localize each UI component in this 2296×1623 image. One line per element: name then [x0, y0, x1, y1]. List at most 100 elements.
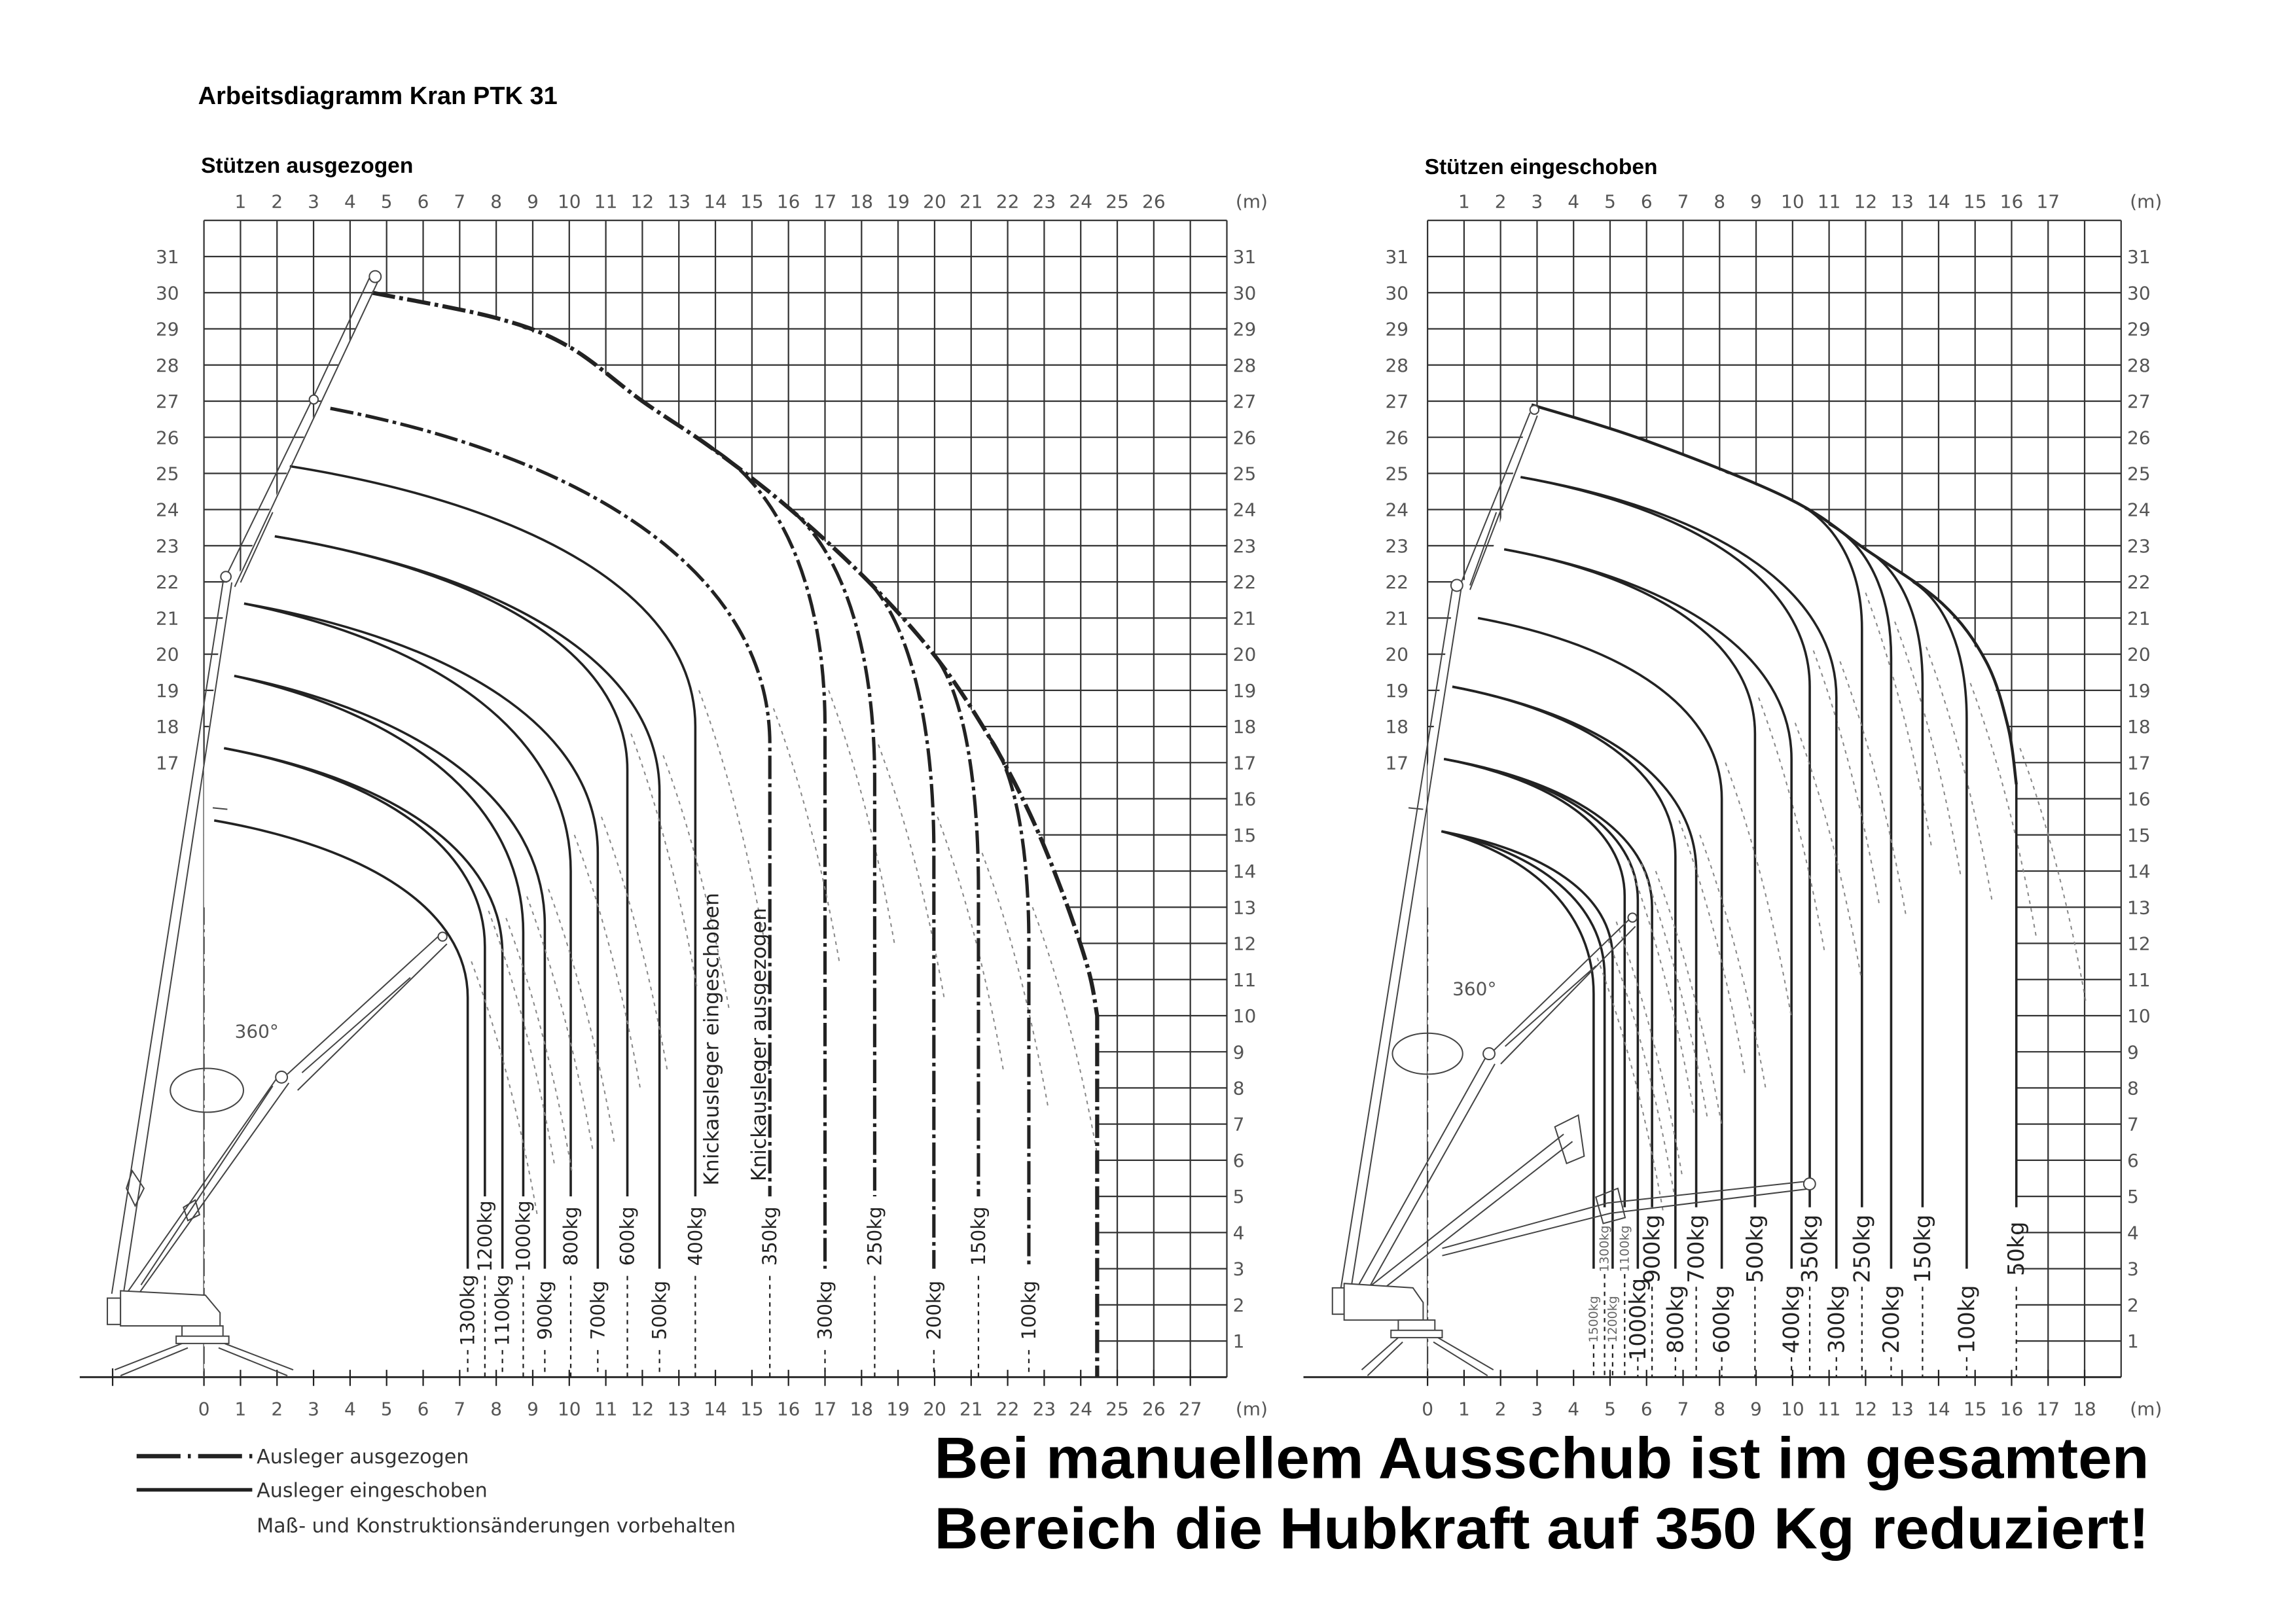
x-tick-label-top: 14 — [704, 191, 727, 213]
y-tick-label-right: 16 — [2127, 789, 2151, 810]
y-tick-label-right: 27 — [2127, 391, 2151, 412]
y-tick-label-right: 19 — [2127, 680, 2151, 702]
y-tick-label-right: 27 — [1233, 391, 1257, 412]
y-tick-label-right: 12 — [2127, 933, 2151, 955]
envelope-curve — [371, 291, 1100, 1378]
y-tick-label-left: 26 — [1385, 427, 1408, 448]
x-tick-label-bottom: 7 — [1677, 1398, 1689, 1419]
boom-joint — [1450, 579, 1463, 592]
load-label: 300kg — [814, 1281, 836, 1340]
y-tick-label-right: 18 — [1233, 716, 1257, 738]
x-tick-label-top: 1 — [1458, 191, 1470, 213]
rotation-label: 360° — [1452, 978, 1496, 1000]
x-tick-label-top: 24 — [1069, 191, 1092, 213]
x-tick-label-top: 3 — [1532, 191, 1543, 213]
outriggers — [114, 1342, 294, 1377]
y-tick-label-right: 30 — [1233, 282, 1257, 304]
boom-joint — [275, 1070, 289, 1084]
load-label: 1300kg — [1598, 1226, 1612, 1272]
x-tick-label-top: 4 — [1568, 191, 1579, 213]
x-tick-label-bottom: 13 — [1890, 1398, 1914, 1419]
boom-annotation: Knickausleger ausgezogen — [747, 908, 771, 1181]
load-label: 1000kg — [512, 1200, 534, 1272]
y-tick-label-left: 17 — [1385, 752, 1408, 774]
y-tick-label-right: 8 — [2127, 1077, 2139, 1099]
rotation-label: 360° — [235, 1021, 279, 1043]
x-tick-label-bottom: 19 — [886, 1398, 910, 1419]
x-tick-label-bottom: 4 — [344, 1398, 356, 1419]
y-tick-label-right: 21 — [2127, 607, 2151, 629]
trajectory-dotted-line — [1794, 722, 1862, 976]
x-tick-label-bottom: 14 — [1927, 1398, 1950, 1419]
load-curve-1300kg — [1441, 830, 1606, 1207]
x-tick-label-bottom: 25 — [1105, 1398, 1129, 1419]
x-tick-label-bottom: 20 — [923, 1398, 946, 1419]
x-tick-label-top: 17 — [2036, 191, 2060, 213]
trajectory-dotted-line — [505, 918, 573, 1171]
load-label: 100kg — [1018, 1281, 1040, 1340]
crane-plate — [175, 1335, 230, 1344]
y-tick-label-right: 11 — [2127, 969, 2151, 991]
y-tick-label-left: 24 — [156, 499, 179, 521]
load-label: 1300kg — [457, 1274, 479, 1346]
trajectory-dotted-line — [1865, 592, 1932, 846]
load-curve-800kg — [1452, 685, 1677, 1269]
load-label: 700kg — [586, 1281, 609, 1340]
x-tick-label-top: 8 — [1713, 191, 1725, 213]
load-curve-150kg — [935, 656, 980, 1197]
trajectory-dotted-line — [1894, 621, 1962, 875]
x-tick-label-top: 20 — [923, 191, 946, 213]
disclaimer: Maß- und Konstruktionsänderungen vorbeha… — [257, 1514, 736, 1537]
x-tick-label-bottom: 8 — [1713, 1398, 1725, 1419]
load-curve-1500kg — [1441, 830, 1595, 1269]
trajectory-dotted-line — [1926, 647, 1993, 901]
trajectory-dotted-line — [937, 816, 1004, 1070]
crane-body — [120, 1290, 221, 1327]
y-tick-label-right: 10 — [1233, 1005, 1257, 1027]
crane-body — [1343, 1283, 1424, 1321]
load-label: 500kg — [649, 1281, 671, 1340]
x-tick-label-top: 25 — [1105, 191, 1129, 213]
trajectory-dotted-line — [548, 889, 615, 1143]
outriggers — [1361, 1337, 1494, 1376]
x-tick-label-top: 12 — [1854, 191, 1878, 213]
load-curve-1000kg — [234, 674, 525, 1197]
x-tick-label-top: 23 — [1033, 191, 1056, 213]
envelope-curve — [1531, 403, 2018, 785]
trajectory-dotted-line — [1725, 762, 1792, 1016]
x-tick-label-bottom: 15 — [740, 1398, 764, 1419]
load-label: 350kg — [1797, 1215, 1823, 1283]
load-label: 800kg — [1662, 1285, 1688, 1354]
load-curve-1200kg — [223, 747, 486, 1197]
y-tick-label-right: 4 — [2127, 1222, 2139, 1243]
x-tick-label-bottom: 17 — [814, 1398, 837, 1419]
load-curve-700kg — [243, 602, 600, 1269]
load-label: 150kg — [1910, 1215, 1935, 1283]
y-tick-label-right: 22 — [2127, 571, 2151, 593]
axis-unit: (m) — [1236, 1398, 1268, 1419]
boom-tip — [1627, 912, 1638, 923]
trajectory-dotted-line — [1615, 921, 1683, 1175]
x-tick-label-bottom: 12 — [631, 1398, 655, 1419]
x-tick-label-top: 21 — [960, 191, 983, 213]
trajectory-dotted-line — [2019, 747, 2087, 1002]
axis-unit: (m) — [2130, 1398, 2162, 1419]
trajectory-dotted-line — [1699, 834, 1767, 1088]
boom-joint — [1482, 1047, 1496, 1061]
y-tick-label-left: 23 — [1385, 535, 1408, 557]
x-tick-label-top: 18 — [850, 191, 874, 213]
y-tick-label-right: 9 — [2127, 1041, 2139, 1063]
rotation-360-icon — [1391, 1032, 1463, 1075]
x-tick-label-top: 9 — [527, 191, 539, 213]
y-tick-label-right: 17 — [1233, 752, 1257, 774]
legend: Ausleger ausgezogen Ausleger eingeschobe… — [136, 1446, 736, 1537]
boom-tip — [368, 270, 382, 283]
x-tick-label-bottom: 26 — [1142, 1398, 1166, 1419]
y-tick-label-right: 10 — [2127, 1005, 2151, 1027]
load-curve-800kg — [243, 602, 572, 1197]
x-tick-label-bottom: 9 — [1750, 1398, 1762, 1419]
trajectory-dotted-line — [772, 708, 840, 962]
y-tick-label-left: 31 — [156, 246, 179, 268]
x-tick-label-bottom: 22 — [996, 1398, 1020, 1419]
